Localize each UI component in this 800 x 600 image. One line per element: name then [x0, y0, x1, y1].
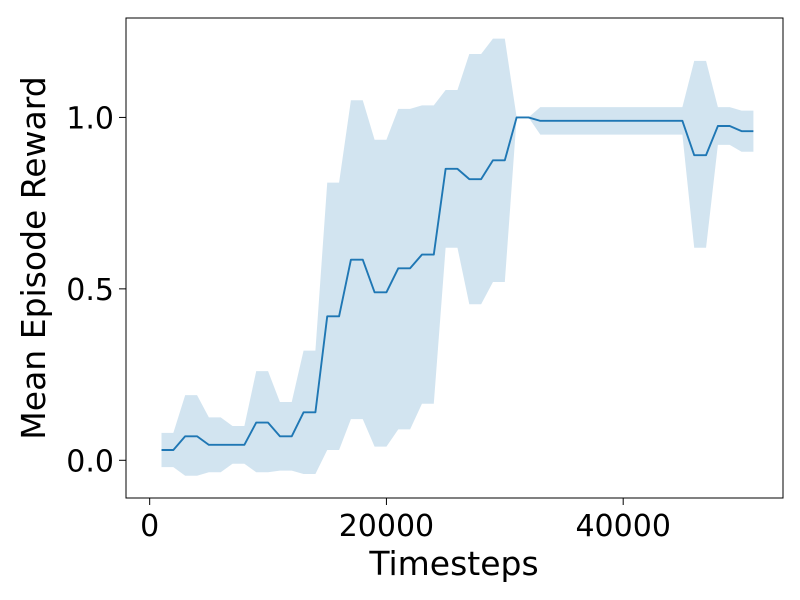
std-band — [161, 38, 754, 476]
axes-frame — [125, 17, 784, 499]
mean-reward-line — [161, 116, 754, 451]
x-tick-label: 0 — [140, 509, 159, 544]
x-axis-title: Timesteps — [368, 544, 538, 583]
y-tick-label: 0.5 — [66, 273, 114, 308]
x-tick-label: 20000 — [339, 509, 434, 544]
y-axis-ticks: 0.0 0.5 1.0 — [66, 101, 126, 479]
plot-area — [161, 38, 754, 476]
x-tick-label: 40000 — [575, 509, 670, 544]
y-tick-label: 0.0 — [66, 444, 114, 479]
y-axis-title: Mean Episode Reward — [14, 76, 53, 439]
x-axis-ticks: 0 20000 40000 — [140, 498, 671, 544]
y-tick-label: 1.0 — [66, 101, 114, 136]
